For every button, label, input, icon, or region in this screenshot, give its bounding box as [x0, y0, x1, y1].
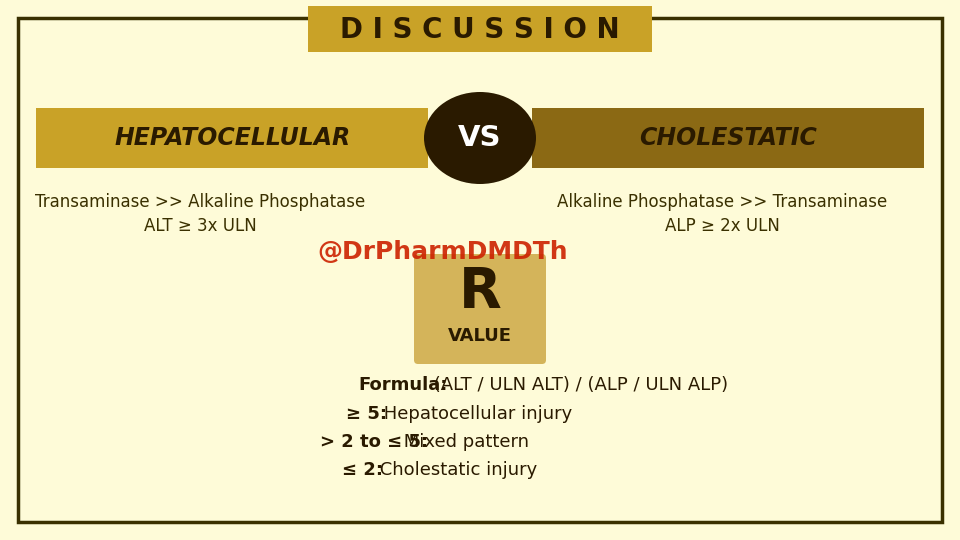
Text: (ALT / ULN ALT) / (ALP / ULN ALP): (ALT / ULN ALT) / (ALP / ULN ALP) — [428, 376, 728, 394]
Text: ≥ 5:: ≥ 5: — [346, 405, 387, 423]
Text: Alkaline Phosphatase >> Transaminase: Alkaline Phosphatase >> Transaminase — [557, 193, 887, 211]
Text: ALP ≥ 2x ULN: ALP ≥ 2x ULN — [664, 217, 780, 235]
Text: Cholestatic injury: Cholestatic injury — [374, 461, 538, 479]
Text: ALT ≥ 3x ULN: ALT ≥ 3x ULN — [144, 217, 256, 235]
Text: @DrPharmDMDTh: @DrPharmDMDTh — [318, 240, 568, 264]
FancyBboxPatch shape — [308, 6, 652, 52]
Text: Mixed pattern: Mixed pattern — [398, 433, 529, 451]
Text: Hepatocellular injury: Hepatocellular injury — [378, 405, 572, 423]
FancyBboxPatch shape — [18, 18, 942, 522]
Text: VS: VS — [458, 124, 502, 152]
Text: ≤ 2:: ≤ 2: — [342, 461, 383, 479]
Text: R: R — [459, 265, 501, 319]
Text: D I S C U S S I O N: D I S C U S S I O N — [340, 16, 620, 44]
Ellipse shape — [424, 92, 536, 184]
Text: CHOLESTATIC: CHOLESTATIC — [639, 126, 817, 150]
Text: HEPATOCELLULAR: HEPATOCELLULAR — [115, 126, 351, 150]
FancyBboxPatch shape — [414, 254, 546, 364]
Text: Transaminase >> Alkaline Phosphatase: Transaminase >> Alkaline Phosphatase — [35, 193, 365, 211]
Text: VALUE: VALUE — [448, 327, 512, 345]
Text: Formula:: Formula: — [358, 376, 447, 394]
FancyBboxPatch shape — [36, 108, 428, 168]
Text: > 2 to ≤ 5:: > 2 to ≤ 5: — [320, 433, 428, 451]
FancyBboxPatch shape — [532, 108, 924, 168]
